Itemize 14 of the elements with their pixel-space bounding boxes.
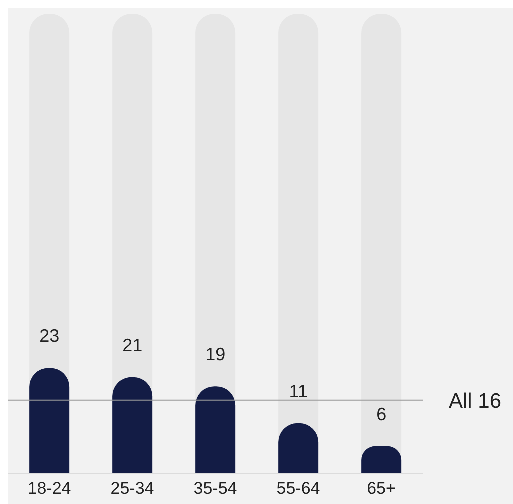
- data-label: 23: [40, 326, 60, 346]
- ref-line-label: All 16: [449, 390, 502, 413]
- x-tick-label: 35-54: [194, 479, 238, 498]
- x-tick-label: 25-34: [110, 479, 154, 498]
- bar: [196, 386, 236, 474]
- bar: [112, 377, 153, 474]
- data-label: 19: [206, 344, 226, 365]
- x-tick-label: 55-64: [276, 479, 320, 498]
- x-tick-label: 18-24: [28, 479, 72, 498]
- data-label: 21: [122, 335, 143, 356]
- bar: [30, 368, 70, 474]
- data-label: 11: [289, 381, 308, 402]
- data-label: 6: [376, 404, 387, 424]
- x-tick-label: 65+: [367, 479, 396, 498]
